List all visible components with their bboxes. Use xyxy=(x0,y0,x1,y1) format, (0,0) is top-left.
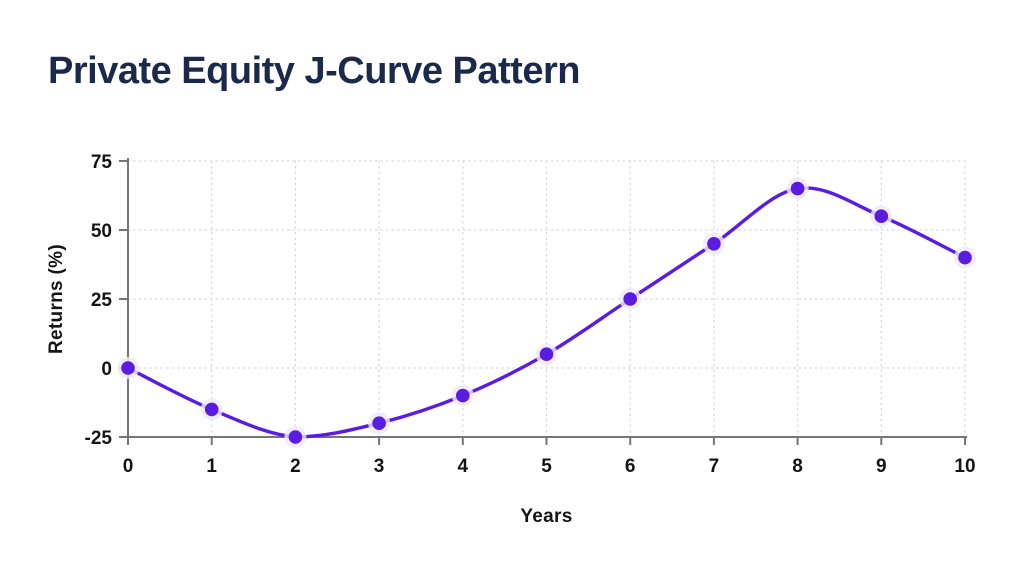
data-point-2 xyxy=(288,430,303,444)
data-point-5 xyxy=(539,347,554,362)
y-tick-label-75: 75 xyxy=(91,152,113,173)
x-tick-label-0: 0 xyxy=(123,456,134,477)
x-tick-label-10: 10 xyxy=(954,456,975,477)
data-point-8 xyxy=(790,181,805,196)
x-tick-label-2: 2 xyxy=(290,456,301,477)
y-tick-label-0: 0 xyxy=(101,359,112,380)
x-tick-label-4: 4 xyxy=(458,456,469,477)
data-point-4 xyxy=(456,388,470,403)
y-tick-label--25: -25 xyxy=(85,428,113,449)
y-tick-label-25: 25 xyxy=(91,290,113,311)
x-tick-label-8: 8 xyxy=(792,456,803,477)
x-tick-label-3: 3 xyxy=(374,456,385,477)
data-point-3 xyxy=(372,416,386,431)
y-axis-title: Returns (%) xyxy=(46,244,67,354)
x-tick-label-6: 6 xyxy=(625,456,636,477)
x-axis-title: Years xyxy=(520,506,572,527)
data-point-9 xyxy=(874,209,889,223)
data-point-6 xyxy=(623,292,637,306)
data-point-10 xyxy=(958,250,972,265)
data-point-0 xyxy=(121,361,135,375)
x-tick-label-5: 5 xyxy=(541,456,552,477)
chart-title: Private Equity J-Curve Pattern xyxy=(48,50,580,92)
y-tick-label-50: 50 xyxy=(91,221,112,242)
x-tick-label-7: 7 xyxy=(709,456,720,477)
x-tick-label-9: 9 xyxy=(876,456,887,477)
data-point-1 xyxy=(204,402,219,417)
x-tick-label-1: 1 xyxy=(206,456,217,477)
data-point-7 xyxy=(707,237,721,251)
